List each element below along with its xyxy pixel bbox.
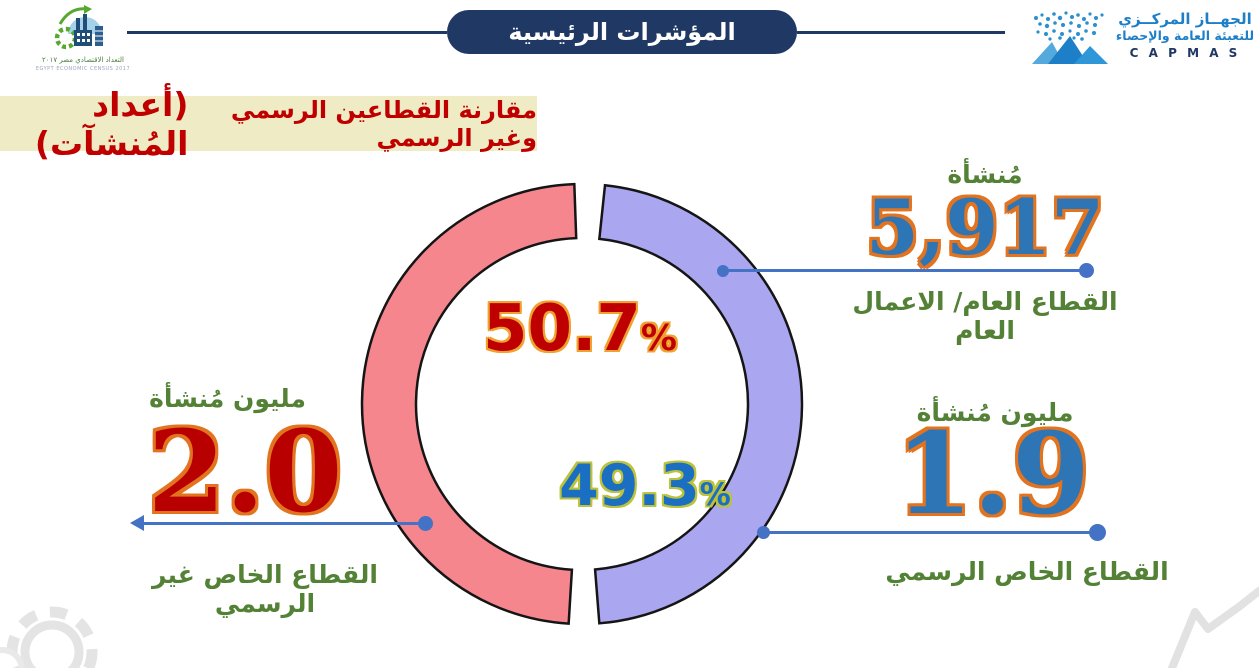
public-sector-unit: مُنشأة: [947, 160, 1023, 189]
public-sector-value: 5,917: [866, 183, 1104, 272]
factory-icon: [54, 5, 103, 50]
capmas-name-line2: للتعبئة العامة والإحصاء: [1115, 28, 1255, 43]
formal-sector-line-dot-outer: [1089, 524, 1106, 541]
public-sector-callout-line: [723, 269, 1086, 272]
page-title-main: مقارنة القطاعين الرسمي وغير الرسمي: [230, 95, 537, 152]
header-banner: المؤشرات الرئيسية: [447, 10, 797, 54]
header-rule-right: [797, 31, 1005, 34]
informal-pct-value: 50.7: [483, 292, 641, 366]
header-banner-title: المؤشرات الرئيسية: [508, 18, 736, 46]
informal-sector-value: 2.0: [147, 407, 343, 538]
capmas-logo-text: الجهــاز المركــزي للتعبئة العامة والإحص…: [1112, 10, 1258, 62]
informal-sector-line-dot: [418, 516, 433, 531]
economic-census-logo: التعداد الاقتصادي مصر ٢٠١٧ EGYPT ECONOMI…: [28, 2, 138, 86]
informal-pct-symbol: %: [640, 318, 677, 359]
gear-decoration-icon: [0, 606, 98, 668]
formal-sector-line-dot-inner: [757, 526, 770, 539]
informal-sector-percentage: 50.7%: [445, 292, 715, 366]
donut-slice: [360, 182, 578, 625]
header-rule-left: [127, 31, 447, 34]
public-sector-line-dot-outer: [1079, 263, 1094, 278]
informal-sector-line-arrow: [130, 515, 144, 531]
page-title-highlight: (أعداد المُنشآت): [34, 84, 189, 163]
formal-pct-value: 49.3: [559, 453, 700, 519]
donut-slice: [593, 183, 804, 625]
informal-sector-callout-line: [140, 522, 426, 525]
census-caption-en: EGYPT ECONOMIC CENSUS 2017: [35, 66, 131, 72]
formal-sector-value: 1.9: [895, 409, 1090, 540]
capmas-pyramids-icon: [1032, 11, 1108, 64]
informal-sector-label: القطاع الخاص غير الرسمي: [151, 560, 378, 618]
capmas-name-line1: الجهــاز المركــزي: [1118, 10, 1252, 28]
public-sector-line-dot-inner: [717, 265, 729, 277]
donut-chart: [360, 182, 804, 625]
census-caption-ar: التعداد الاقتصادي مصر ٢٠١٧: [42, 56, 124, 64]
public-sector-label: القطاع العام/ الاعمال العام: [852, 287, 1118, 345]
capmas-acronym: C A P M A S: [1129, 46, 1241, 60]
page-title: مقارنة القطاعين الرسمي وغير الرسمي (أعدا…: [0, 85, 537, 163]
formal-sector-percentage: 49.3%: [515, 453, 775, 519]
formal-sector-label: القطاع الخاص الرسمي: [885, 557, 1169, 586]
capmas-logo: الجهــاز المركــزي للتعبئة العامة والإحص…: [1018, 2, 1258, 80]
zigzag-decoration-icon: [1168, 587, 1259, 668]
formal-pct-symbol: %: [699, 477, 731, 513]
informal-sector-unit: مليون مُنشأة: [149, 384, 306, 413]
formal-sector-callout-line: [763, 531, 1097, 534]
formal-sector-unit: مليون مُنشأة: [916, 398, 1074, 427]
